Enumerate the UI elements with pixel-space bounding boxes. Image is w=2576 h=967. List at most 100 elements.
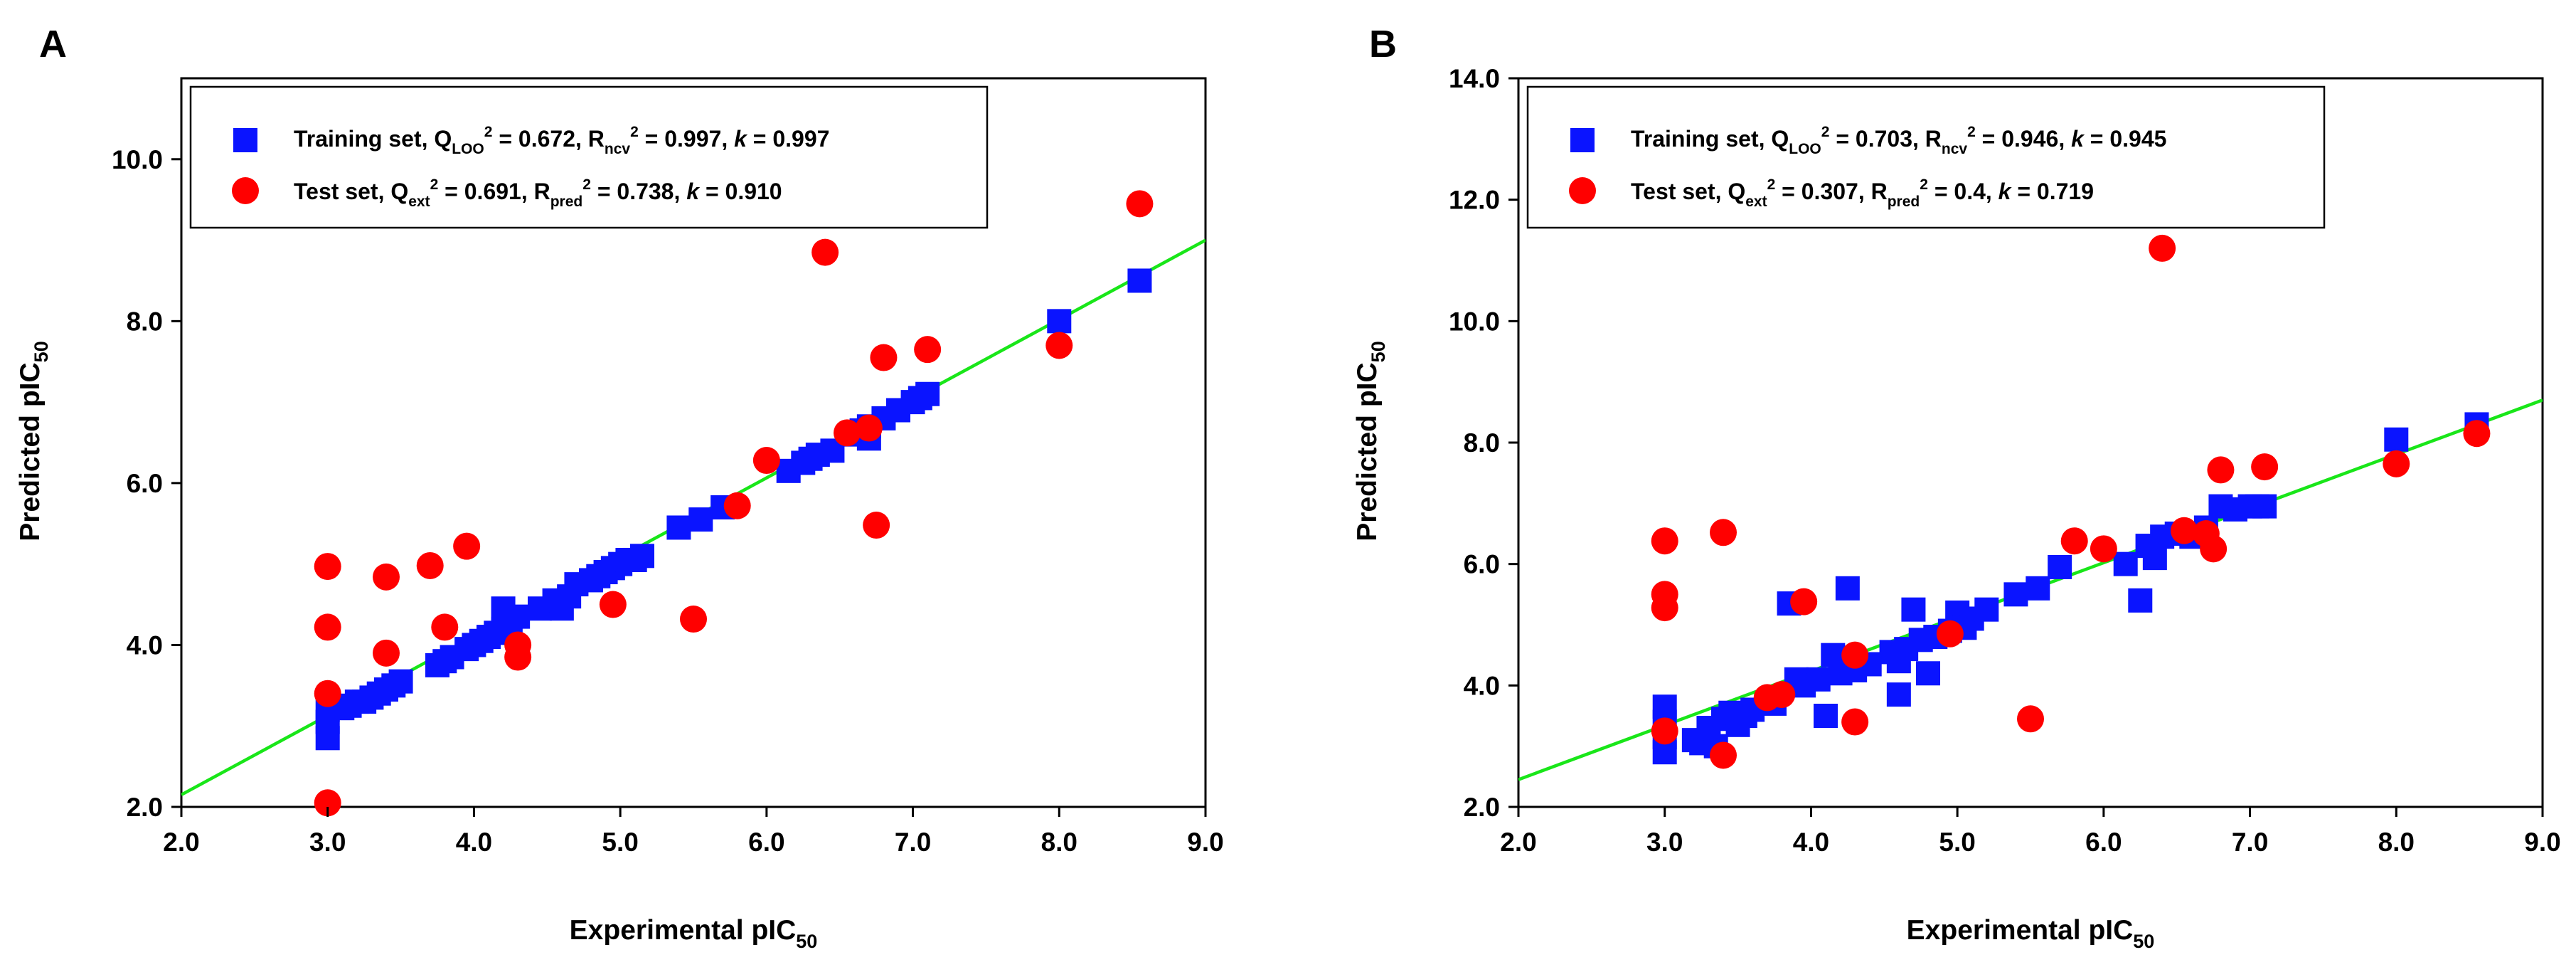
test-point (314, 680, 341, 707)
y-tick-label: 6.0 (1464, 550, 1500, 579)
y-tick-label: 10.0 (112, 145, 163, 174)
x-tick-label: 8.0 (1041, 828, 1077, 857)
training-point (2113, 551, 2138, 576)
x-tick-label: 2.0 (163, 828, 199, 857)
training-point (915, 381, 940, 406)
training-point (1047, 309, 1072, 334)
training-point (2252, 494, 2277, 519)
test-point (373, 639, 400, 667)
y-tick-label: 2.0 (127, 793, 163, 822)
panel-b: B 2.0 3.0 4.0 5.0 6.0 7.0 8.0 9.0 2.0 4.0 6.0 8.0 1… (1352, 23, 2561, 952)
panel-letter: B (1369, 23, 1397, 65)
test-point (2251, 453, 2279, 481)
legend-label-test: Test set, Qext2 = 0.307, Rpred2 = 0.4, k… (1631, 176, 2094, 210)
test-point (599, 591, 627, 618)
test-point (416, 551, 444, 579)
test-point (834, 419, 861, 447)
x-tick-label: 9.0 (1187, 828, 1223, 857)
test-point (855, 414, 883, 442)
legend-box (189, 85, 989, 229)
test-point (2149, 234, 2176, 262)
test-point (2200, 535, 2228, 563)
panel-a: A 2.0 3.0 4.0 5.0 6.0 7.0 8.0 9.0 2.0 4.0 6.0 8.0 1… (15, 23, 1224, 952)
legend-label-test: Test set, Qext2 = 0.691, Rpred2 = 0.738,… (294, 176, 782, 210)
test-point (1936, 620, 1964, 648)
test-point (2463, 420, 2491, 448)
training-point (630, 544, 654, 569)
x-tick-label: 4.0 (456, 828, 492, 857)
test-point (1651, 527, 1678, 555)
test-point (453, 532, 481, 560)
training-point (2048, 554, 2072, 579)
test-point (373, 563, 400, 591)
x-tick-label: 6.0 (2085, 828, 2122, 857)
training-point (1916, 661, 1940, 686)
training-point (666, 515, 691, 540)
test-point (431, 613, 459, 641)
test-point (2171, 517, 2198, 544)
test-point (863, 512, 890, 539)
training-point (388, 669, 413, 694)
training-point (1835, 576, 1860, 601)
test-point (1710, 519, 1737, 546)
plot-frame (180, 77, 1207, 808)
test-point (1126, 190, 1154, 218)
test-point (2090, 535, 2117, 563)
x-tick-label: 4.0 (1793, 828, 1829, 857)
training-point (506, 604, 531, 629)
x-tick-label: 3.0 (309, 828, 346, 857)
training-point (1806, 667, 1831, 692)
training-point (1886, 682, 1911, 707)
legend-label-training: Training set, QLOO2 = 0.703, Rncv2 = 0.9… (1631, 124, 2166, 157)
legend-box (1526, 85, 2326, 229)
test-point (680, 606, 707, 633)
y-axis-label: Predicted pIC50 (1352, 341, 1389, 541)
test-point (1651, 581, 1678, 608)
test-point (314, 613, 341, 641)
x-tick-label: 3.0 (1646, 828, 1683, 857)
training-point (2142, 546, 2167, 571)
training-point (1652, 694, 1677, 719)
test-point (1790, 588, 1818, 615)
test-point (811, 238, 839, 266)
legend: Training set, QLOO2 = 0.672, Rncv2 = 0.9… (189, 85, 989, 229)
y-tick-label: 6.0 (127, 469, 163, 498)
x-tick-label: 9.0 (2524, 828, 2560, 857)
y-tick-label: 8.0 (1464, 428, 1500, 458)
test-point (504, 643, 532, 671)
test-point (2383, 450, 2410, 477)
test-point (2017, 705, 2044, 733)
test-point (2207, 456, 2235, 484)
panel-letter: A (39, 23, 67, 65)
legend-marker-test (1569, 177, 1596, 204)
legend-label-training: Training set, QLOO2 = 0.672, Rncv2 = 0.9… (294, 124, 829, 157)
test-point (752, 447, 780, 475)
y-axis-label: Predicted pIC50 (15, 341, 52, 541)
x-axis-label: Experimental pIC50 (570, 915, 818, 952)
test-point (1841, 708, 1869, 736)
x-tick-label: 5.0 (1939, 828, 1975, 857)
training-point (2128, 588, 2153, 613)
training-point (2384, 427, 2409, 452)
legend-marker-test (232, 177, 259, 204)
y-tick-label: 4.0 (127, 630, 163, 660)
test-point (914, 336, 942, 364)
x-tick-label: 6.0 (748, 828, 784, 857)
y-tick-label: 4.0 (1464, 671, 1500, 700)
x-tick-label: 8.0 (2378, 828, 2415, 857)
training-point (2003, 582, 2028, 607)
x-tick-label: 7.0 (895, 828, 931, 857)
x-tick-label: 7.0 (2232, 828, 2268, 857)
training-point (1974, 597, 1999, 622)
test-point (1710, 741, 1737, 769)
test-point (1045, 332, 1073, 359)
training-point (1814, 704, 1838, 728)
training-point (1901, 597, 1926, 622)
legend: Training set, QLOO2 = 0.703, Rncv2 = 0.9… (1526, 85, 2326, 229)
y-tick-label: 10.0 (1449, 307, 1500, 336)
test-point (314, 789, 341, 817)
x-tick-label: 2.0 (1500, 828, 1536, 857)
training-point (688, 507, 713, 532)
